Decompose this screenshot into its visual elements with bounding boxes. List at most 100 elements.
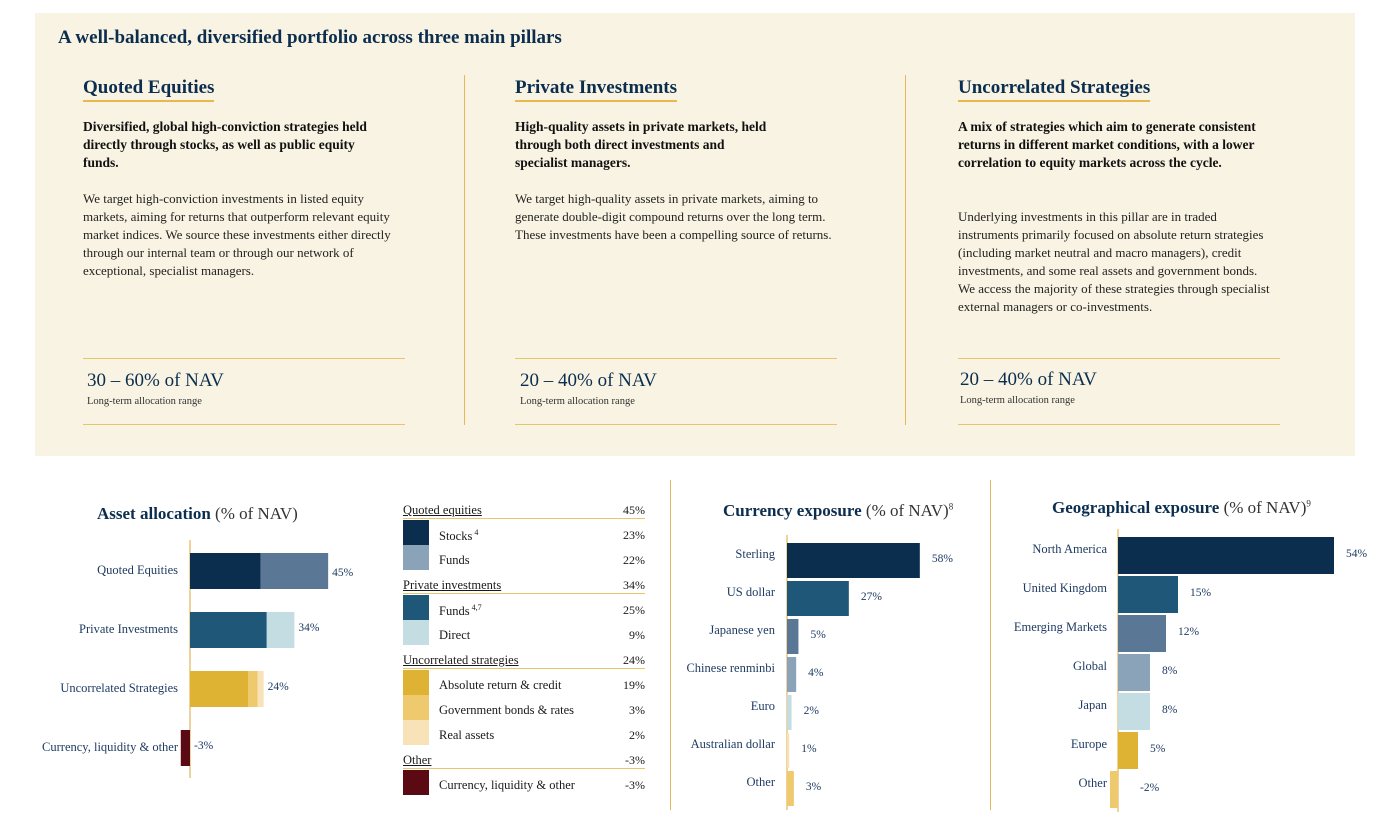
divider: [515, 424, 837, 425]
currency-exposure-category-label: Euro: [750, 698, 775, 713]
breakdown-group-quoted-equities: Quoted equities: [403, 503, 482, 517]
breakdown-item-value: 2%: [629, 728, 645, 742]
currency-exposure-bar-australian-dollar: [787, 733, 790, 768]
geographical-exposure-value-label: 54%: [1346, 547, 1368, 560]
geographical-exposure-category-label: Other: [1078, 775, 1107, 790]
currency-exposure-value-label: 5%: [810, 628, 826, 641]
geographical-exposure-bar-japan: [1118, 693, 1150, 730]
pillar-range-private-investments: 20 – 40% of NAV: [520, 370, 657, 391]
pillar-range-quoted-equities: 30 – 60% of NAV: [87, 370, 224, 391]
geographical-exposure-bar-emerging-markets: [1118, 615, 1166, 652]
geographical-exposure-category-label: Europe: [1070, 736, 1107, 751]
currency-exposure-bar-euro: [787, 695, 792, 730]
breakdown-item-funds: Funds: [439, 553, 470, 567]
pillar-body-private-investments: We target high-quality assets in private…: [515, 191, 832, 242]
asset-allocation-category-label: Uncorrelated Strategies: [60, 681, 178, 695]
currency-exposure-bar-chinese-renminbi: [787, 657, 797, 692]
pillar-title-private-investments: Private Investments: [515, 77, 677, 102]
column-divider: [670, 480, 671, 810]
currency-exposure-title: Currency exposure (% of NAV)8: [723, 501, 954, 520]
asset-allocation-bar-quoted-equities-stocks: [190, 553, 261, 589]
geographical-exposure-value-label: 5%: [1150, 742, 1166, 755]
divider: [403, 518, 645, 519]
breakdown-swatch-funds: [403, 595, 429, 620]
breakdown-item-absolute-return-credit: Absolute return & credit: [439, 678, 562, 692]
column-divider: [990, 480, 991, 810]
column-divider: [905, 75, 906, 425]
breakdown-item-value: 25%: [623, 603, 645, 617]
currency-exposure-value-label: 1%: [801, 742, 817, 755]
asset-allocation-value-label: -3%: [194, 740, 214, 752]
divider: [515, 358, 837, 359]
divider: [403, 668, 645, 669]
page-title: A well-balanced, diversified portfolio a…: [58, 27, 562, 48]
currency-exposure-category-label: Sterling: [735, 546, 775, 561]
currency-exposure-value-label: 3%: [805, 780, 822, 793]
footnote-marker: 4,7: [469, 603, 482, 612]
breakdown-swatch-funds: [403, 545, 429, 570]
breakdown-group-value: -3%: [625, 753, 645, 767]
footnote-marker: 4: [472, 528, 479, 537]
breakdown-swatch-direct: [403, 620, 429, 645]
breakdown-item-value: 19%: [623, 678, 645, 692]
divider: [403, 593, 645, 594]
currency-exposure-bar-other: [787, 771, 794, 806]
divider: [83, 358, 405, 359]
geographical-exposure-value-label: 8%: [1162, 664, 1178, 677]
geographical-exposure-bar-global: [1118, 654, 1150, 691]
asset-allocation-value-label: 45%: [332, 567, 354, 579]
currency-exposure-value-label: 2%: [803, 704, 819, 717]
geographical-exposure-bar-united-kingdom: [1118, 576, 1178, 613]
asset-allocation-bar-uncorrelated-strategies-government-bonds-rates: [248, 671, 258, 707]
asset-allocation-bar-quoted-equities-funds: [260, 553, 329, 589]
pillar-lead-uncorrelated-strategies: A mix of strategies which aim to generat…: [958, 119, 1256, 170]
breakdown-group-uncorrelated-strategies: Uncorrelated strategies: [403, 653, 519, 667]
asset-allocation-title: Asset allocation (% of NAV): [97, 504, 298, 523]
geographical-exposure-category-label: Global: [1072, 658, 1107, 673]
pillar-range-note: Long-term allocation range: [87, 396, 202, 407]
breakdown-item-funds: Funds 4,7: [439, 603, 482, 619]
currency-exposure-bar-japanese-yen: [787, 619, 799, 654]
column-divider: [464, 75, 465, 425]
pillar-lead-private-investments: High-quality assets in private markets, …: [515, 119, 767, 170]
currency-exposure-bar-sterling: [787, 543, 920, 578]
pillar-title-quoted-equities: Quoted Equities: [83, 77, 215, 102]
breakdown-item-value: -3%: [625, 778, 645, 792]
geographical-exposure-category-label: Japan: [1078, 697, 1107, 712]
pillars-panel: [35, 13, 1355, 456]
asset-allocation-bar-private-investments-funds: [190, 612, 267, 648]
breakdown-item-value: 22%: [623, 553, 645, 567]
divider: [403, 768, 645, 769]
pillar-body-uncorrelated-strategies: Underlying investments in this pillar ar…: [958, 209, 1270, 314]
geographical-exposure-title: Geographical exposure (% of NAV)9: [1052, 498, 1311, 517]
asset-allocation-bar-currency-liquidity-other-currency-liquidity-other: [180, 730, 190, 766]
divider: [958, 358, 1280, 359]
pillar-body-quoted-equities: We target high-conviction investments in…: [83, 191, 391, 278]
breakdown-swatch-absolute-return-credit: [403, 670, 429, 695]
geographical-exposure-value-label: 12%: [1178, 625, 1200, 638]
currency-exposure-category-label: Australian dollar: [690, 736, 775, 751]
pillar-range-note: Long-term allocation range: [960, 395, 1075, 406]
breakdown-swatch-government-bonds-rates: [403, 695, 429, 720]
breakdown-item-direct: Direct: [439, 628, 471, 642]
currency-exposure-value-label: 27%: [860, 590, 882, 603]
geographical-exposure-bar-north-america: [1118, 537, 1334, 574]
pillar-title-uncorrelated-strategies: Uncorrelated Strategies: [958, 77, 1151, 102]
geographical-exposure-value-label: 8%: [1162, 703, 1178, 716]
breakdown-item-value: 3%: [629, 703, 645, 717]
breakdown-swatch-currency-liquidity-other: [403, 770, 429, 795]
currency-exposure-category-label: Japanese yen: [709, 622, 775, 637]
currency-exposure-category-label: Other: [746, 774, 775, 789]
pillar-range-note: Long-term allocation range: [520, 396, 635, 407]
breakdown-item-value: 9%: [629, 628, 645, 642]
breakdown-item-real-assets: Real assets: [439, 728, 495, 742]
pillar-lead-quoted-equities: Diversified, global high-conviction stra…: [83, 119, 367, 170]
asset-allocation-value-label: 34%: [298, 622, 320, 634]
breakdown-item-stocks: Stocks 4: [439, 528, 479, 544]
asset-allocation-bar-private-investments-direct: [266, 612, 295, 648]
asset-allocation-category-label: Quoted Equities: [97, 563, 178, 577]
currency-exposure-value-label: 58%: [931, 552, 953, 565]
geographical-exposure-bar-other: [1110, 771, 1118, 808]
geographical-exposure-bar-europe: [1118, 732, 1138, 769]
